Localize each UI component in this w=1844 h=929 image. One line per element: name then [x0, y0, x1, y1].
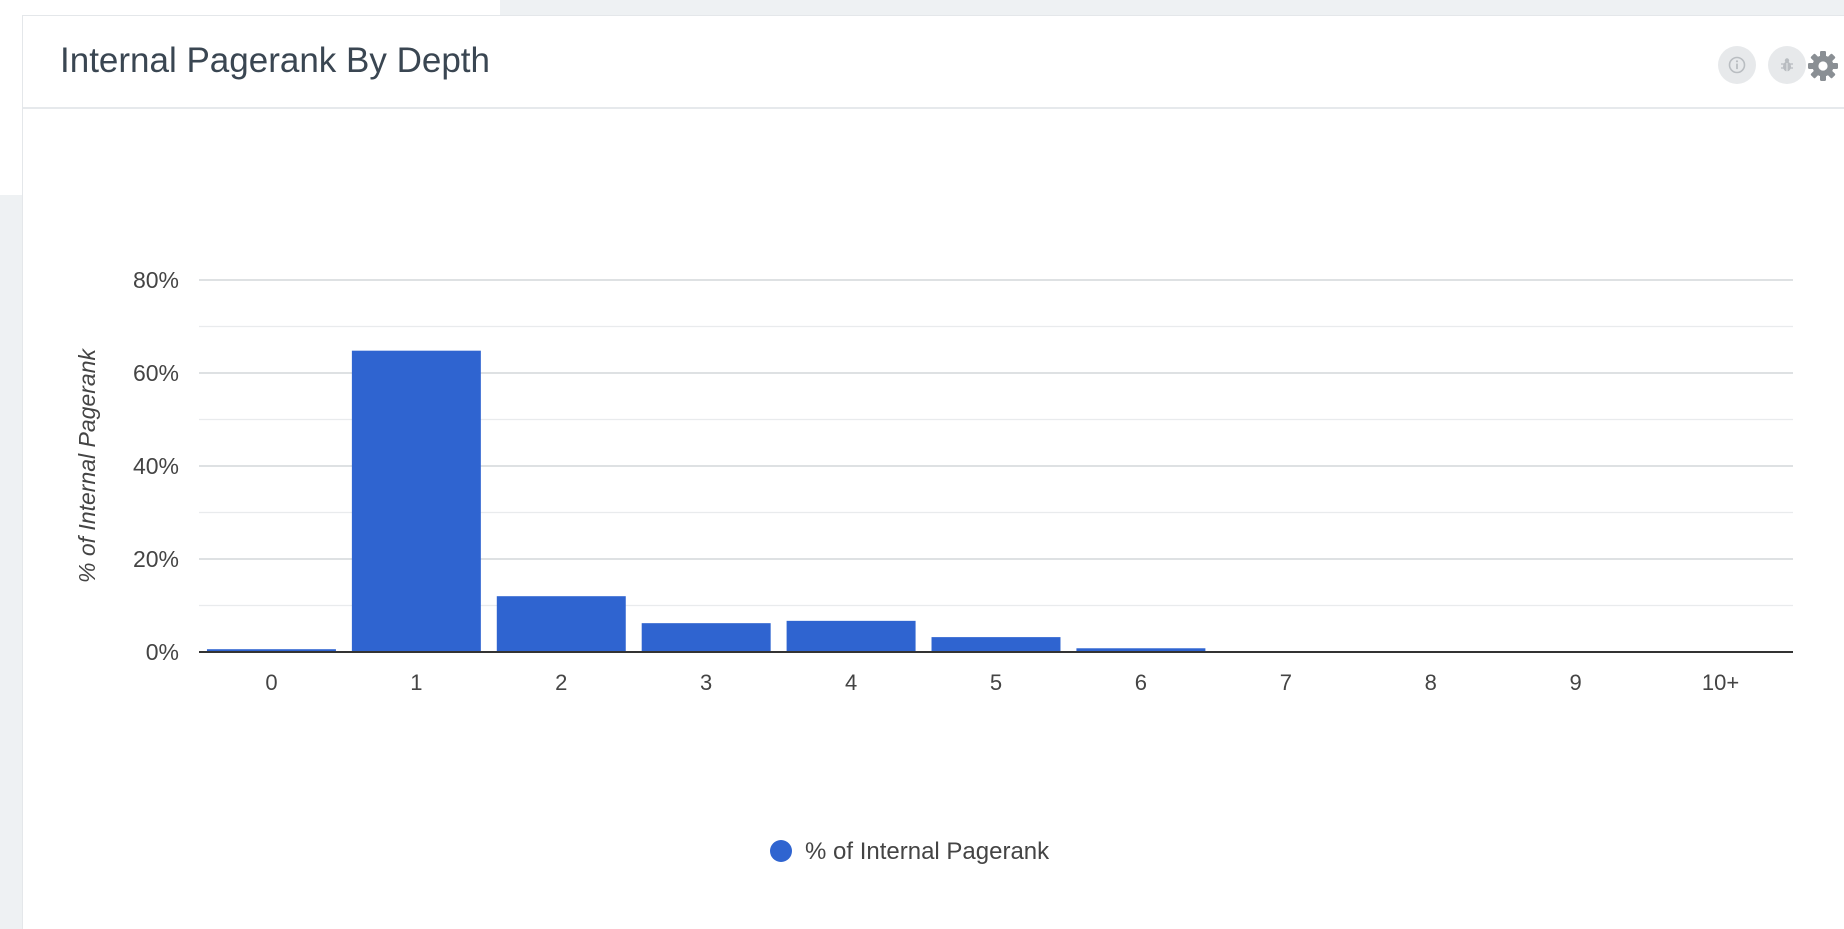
- x-tick-label: 2: [555, 670, 567, 695]
- bar-depth-5[interactable]: [931, 637, 1061, 652]
- info-icon: [1728, 56, 1746, 74]
- gear-icon: [1808, 51, 1838, 81]
- x-tick-labels: 0 1 2 3 4 5 6 7 8 9 10+: [265, 670, 1739, 695]
- y-tick-label: 20%: [133, 546, 179, 572]
- y-tick-label: 40%: [133, 453, 179, 479]
- x-tick-label: 6: [1135, 670, 1147, 695]
- legend-marker: [770, 840, 792, 862]
- widget-header: Internal Pagerank By Depth: [23, 16, 1844, 109]
- bars: [206, 350, 1786, 653]
- x-tick-label: 3: [700, 670, 712, 695]
- x-tick-label: 4: [845, 670, 857, 695]
- bar-depth-3[interactable]: [641, 623, 771, 652]
- background-strip: [0, 195, 22, 928]
- bar-chart: 0% 20% 40% 60% 80% 0 1 2 3 4 5 6 7 8 9 10+ % of Intern…: [74, 267, 1793, 865]
- y-tick-label: 0%: [146, 639, 179, 665]
- x-tick-label: 5: [990, 670, 1002, 695]
- x-tick-label: 9: [1570, 670, 1582, 695]
- bug-icon: [1781, 58, 1793, 72]
- legend-label: % of Internal Pagerank: [805, 838, 1050, 865]
- x-tick-label: 1: [410, 670, 422, 695]
- x-tick-label: 8: [1425, 670, 1437, 695]
- bar-depth-0[interactable]: [206, 649, 336, 652]
- y-axis-title: % of Internal Pagerank: [74, 348, 100, 583]
- bar-depth-4[interactable]: [786, 620, 916, 652]
- legend[interactable]: % of Internal Pagerank: [770, 838, 1050, 865]
- x-tick-label: 0: [265, 670, 277, 695]
- y-tick-labels: 0% 20% 40% 60% 80%: [133, 267, 179, 665]
- y-tick-label: 60%: [133, 360, 179, 386]
- pagerank-widget: Internal Pagerank By Depth: [22, 15, 1844, 929]
- info-button[interactable]: [1718, 46, 1756, 84]
- x-tick-label: 7: [1280, 670, 1292, 695]
- bar-depth-6[interactable]: [1076, 648, 1206, 652]
- bar-depth-1[interactable]: [351, 350, 481, 652]
- x-tick-label: 10+: [1702, 670, 1739, 695]
- bug-report-button[interactable]: [1768, 46, 1806, 84]
- y-tick-label: 80%: [133, 267, 179, 293]
- settings-button[interactable]: [1803, 46, 1843, 86]
- bar-depth-2[interactable]: [496, 596, 626, 652]
- widget-title: Internal Pagerank By Depth: [60, 41, 490, 80]
